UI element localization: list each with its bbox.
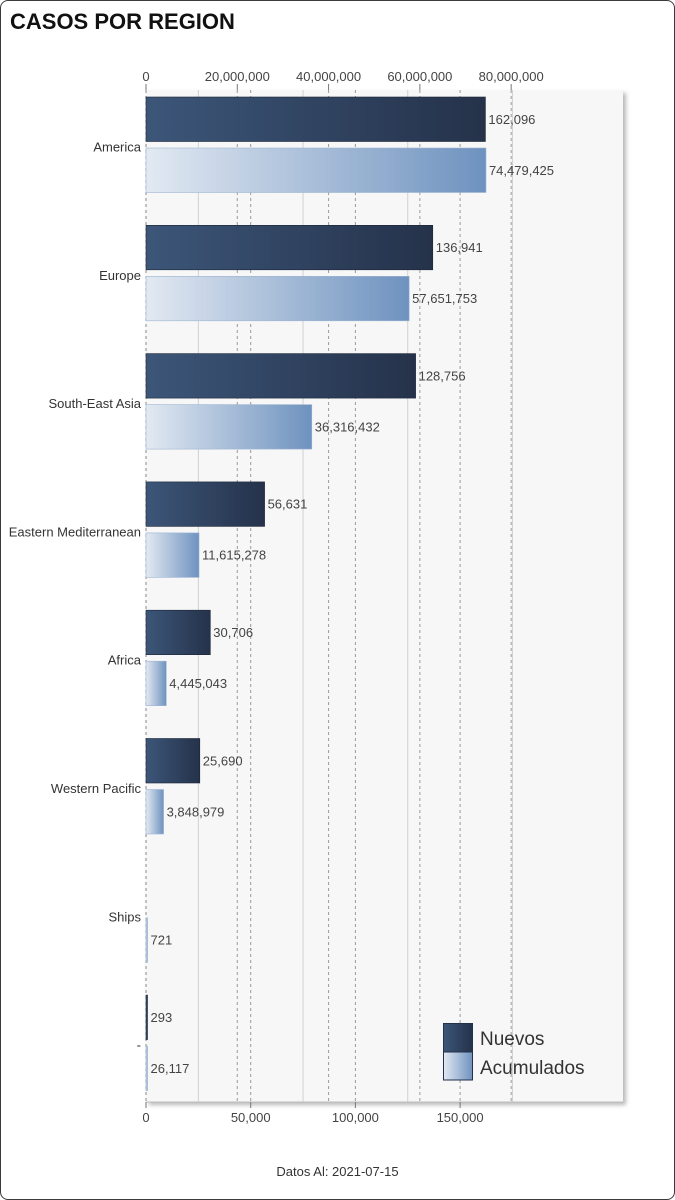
data-label-nuevos: 128,756 [419,368,466,383]
category-label: South-East Asia [49,396,142,411]
bar-acumulados [145,275,410,322]
category-label: Ships [108,909,141,924]
data-label-acumulados: 74,479,425 [489,163,554,178]
bar-nuevos [145,481,265,527]
data-label-nuevos: 30,706 [213,625,253,640]
bottom-axis-tick-label: 0 [142,1110,149,1125]
top-axis-tick-label: 40,000,000 [296,69,361,84]
bar-nuevos [145,738,201,784]
category-label: Africa [108,653,142,668]
top-axis-tick-label: 20,000,000 [205,69,270,84]
bar-nuevos [145,96,486,142]
bar-acumulados [145,917,148,963]
bottom-axis-tick-label: 100,000 [332,1110,379,1125]
data-label-acumulados: 26,117 [151,1061,190,1076]
bar-nuevos [145,225,434,271]
data-label-nuevos: 25,690 [203,753,243,768]
data-label-acumulados: 3,848,979 [167,804,225,819]
top-axis-tick-label: 0 [142,69,149,84]
data-label-acumulados: 36,316,432 [315,419,380,434]
chart-title: CASOS POR REGION [10,9,235,34]
legend-swatch-nuevos [443,1023,473,1053]
legend-label-acumulados: Acumulados [480,1058,585,1079]
data-label-acumulados: 4,445,043 [169,676,227,691]
data-label-nuevos: 293 [151,1010,173,1025]
bar-nuevos [145,994,148,1040]
data-label-acumulados: 721 [151,933,173,948]
bottom-axis-tick-label: 150,000 [437,1110,484,1125]
data-label-acumulados: 57,651,753 [412,291,477,306]
bar-acumulados [145,404,313,450]
category-label: America [93,140,141,155]
category-label: Western Pacific [51,781,142,796]
data-label-nuevos: 136,941 [436,240,483,255]
bar-nuevos [145,353,416,399]
legend-label-nuevos: Nuevos [480,1029,544,1050]
bar-acumulados [145,147,487,193]
bar-acumulados [145,532,200,578]
top-axis-tick-label: 60,000,000 [387,69,452,84]
top-axis-tick-label: 80,000,000 [479,69,544,84]
bar-acumulados [145,660,167,707]
bar-acumulados [145,789,164,835]
data-label-nuevos: 56,631 [268,497,308,512]
bottom-axis-tick-label: 50,000 [231,1110,271,1125]
bottom-axis: 0 50,000 100,000 150,000 [142,1101,623,1125]
bar-acumulados [145,1045,148,1091]
category-label: Eastern Mediterranean [9,524,141,539]
top-axis: 0 20,000,000 40,000,000 60,000,000 80,000,00… [142,69,544,90]
data-label-acumulados: 11,615,278 [202,548,266,563]
bar-nuevos [145,609,211,656]
legend: Nuevos Acumulados [443,1023,585,1081]
category-label: - [137,1038,141,1053]
data-date-footer: Datos Al: 2021-07-15 [276,1164,399,1179]
category-label: Europe [99,268,141,283]
data-label-nuevos: 162,096 [488,112,535,127]
legend-swatch-acumulados [443,1051,473,1081]
